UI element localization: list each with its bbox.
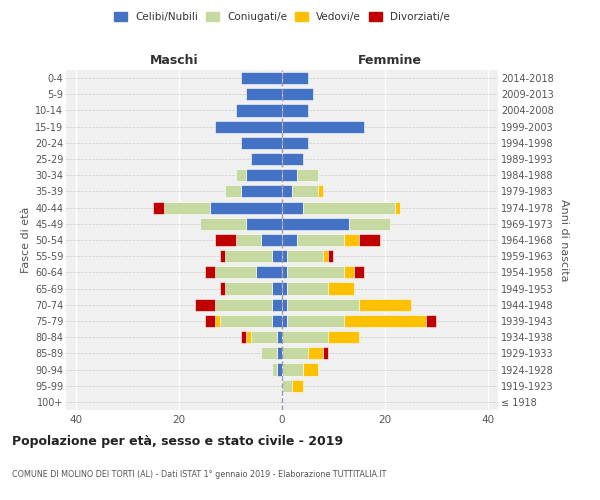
Bar (359, 298, 410, 311)
Bar (205, 315, 215, 327)
Bar (282, 364, 302, 376)
Bar (236, 169, 246, 181)
Bar (287, 298, 359, 311)
Bar (272, 315, 282, 327)
Bar (272, 282, 282, 294)
Bar (215, 120, 282, 132)
Bar (215, 234, 236, 246)
Bar (251, 153, 282, 165)
Bar (210, 202, 282, 213)
Bar (215, 266, 256, 278)
Bar (251, 331, 277, 343)
Bar (282, 250, 287, 262)
Bar (328, 331, 359, 343)
Bar (298, 169, 318, 181)
Bar (344, 266, 354, 278)
Bar (323, 348, 328, 360)
Bar (292, 186, 318, 198)
Bar (395, 202, 400, 213)
Bar (246, 331, 251, 343)
Bar (241, 186, 282, 198)
Bar (272, 250, 282, 262)
Bar (246, 88, 282, 101)
Bar (272, 364, 277, 376)
Bar (328, 282, 354, 294)
Bar (226, 282, 272, 294)
Bar (323, 250, 328, 262)
Bar (282, 88, 313, 101)
Bar (241, 137, 282, 149)
Bar (215, 315, 220, 327)
Bar (287, 282, 328, 294)
Bar (287, 266, 344, 278)
Bar (292, 380, 302, 392)
Bar (287, 315, 344, 327)
Bar (220, 282, 226, 294)
Bar (277, 364, 282, 376)
Bar (226, 250, 272, 262)
Bar (241, 72, 282, 84)
Bar (359, 234, 380, 246)
Bar (220, 250, 226, 262)
Bar (282, 120, 364, 132)
Bar (277, 348, 282, 360)
Bar (282, 218, 349, 230)
Bar (318, 186, 323, 198)
Legend: Celibi/Nubili, Coniugati/e, Vedovi/e, Divorziati/e: Celibi/Nubili, Coniugati/e, Vedovi/e, Di… (110, 8, 454, 26)
Bar (246, 169, 282, 181)
Bar (282, 266, 287, 278)
Bar (215, 298, 272, 311)
Bar (262, 348, 277, 360)
Bar (308, 348, 323, 360)
Bar (426, 315, 436, 327)
Bar (262, 234, 282, 246)
Bar (282, 331, 328, 343)
Bar (236, 234, 262, 246)
Text: Popolazione per età, sesso e stato civile - 2019: Popolazione per età, sesso e stato civil… (12, 435, 343, 448)
Bar (194, 298, 215, 311)
Y-axis label: Fasce di età: Fasce di età (20, 207, 31, 273)
Bar (344, 234, 359, 246)
Bar (282, 315, 287, 327)
Bar (282, 104, 308, 117)
Bar (282, 202, 302, 213)
Bar (302, 202, 395, 213)
Bar (282, 72, 308, 84)
Bar (349, 218, 390, 230)
Bar (272, 298, 282, 311)
Bar (282, 137, 308, 149)
Bar (226, 186, 241, 198)
Bar (282, 234, 298, 246)
Bar (282, 282, 287, 294)
Text: COMUNE DI MOLINO DEI TORTI (AL) - Dati ISTAT 1° gennaio 2019 - Elaborazione TUTT: COMUNE DI MOLINO DEI TORTI (AL) - Dati I… (12, 470, 386, 479)
Bar (287, 250, 323, 262)
Bar (282, 169, 298, 181)
Bar (246, 218, 282, 230)
Bar (282, 153, 302, 165)
Bar (282, 348, 308, 360)
Bar (236, 104, 282, 117)
Bar (220, 315, 272, 327)
Bar (205, 266, 215, 278)
Bar (164, 202, 210, 213)
Bar (282, 298, 287, 311)
Bar (200, 218, 246, 230)
Bar (154, 202, 164, 213)
Bar (282, 380, 292, 392)
Y-axis label: Anni di nascita: Anni di nascita (559, 198, 569, 281)
Text: Femmine: Femmine (358, 54, 422, 67)
Bar (256, 266, 282, 278)
Bar (282, 186, 292, 198)
Bar (277, 331, 282, 343)
Bar (298, 234, 344, 246)
Bar (241, 331, 246, 343)
Bar (344, 315, 426, 327)
Bar (302, 364, 318, 376)
Text: Maschi: Maschi (149, 54, 199, 67)
Bar (354, 266, 364, 278)
Bar (328, 250, 334, 262)
